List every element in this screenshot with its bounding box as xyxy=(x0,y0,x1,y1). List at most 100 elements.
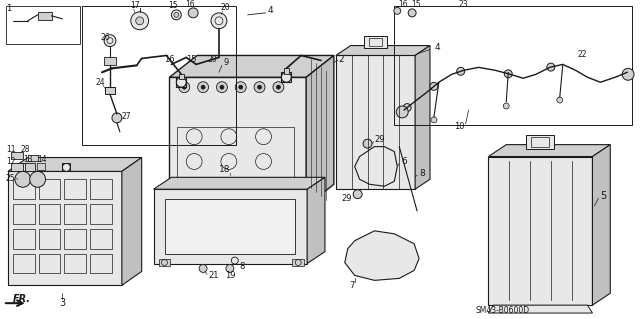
Text: 2: 2 xyxy=(339,55,344,64)
Text: 1: 1 xyxy=(6,4,11,13)
Bar xyxy=(105,87,115,94)
Circle shape xyxy=(216,82,227,93)
Text: 18: 18 xyxy=(219,165,230,174)
Bar xyxy=(166,199,295,254)
Circle shape xyxy=(239,85,243,89)
Text: 17: 17 xyxy=(130,1,140,11)
Circle shape xyxy=(15,171,31,187)
Text: 15: 15 xyxy=(168,1,178,11)
Circle shape xyxy=(282,72,291,82)
Circle shape xyxy=(403,104,411,112)
Text: 8: 8 xyxy=(419,169,425,178)
Bar xyxy=(65,229,86,249)
Polygon shape xyxy=(306,56,334,206)
Bar xyxy=(104,57,116,65)
Circle shape xyxy=(396,106,408,118)
Circle shape xyxy=(182,85,186,89)
Polygon shape xyxy=(170,56,334,77)
Bar xyxy=(63,163,70,171)
Circle shape xyxy=(457,67,465,75)
Circle shape xyxy=(211,13,227,29)
Circle shape xyxy=(557,97,563,103)
Circle shape xyxy=(430,82,438,90)
Bar xyxy=(531,137,549,147)
Text: 11: 11 xyxy=(6,145,15,154)
Bar xyxy=(90,254,112,273)
Bar xyxy=(90,204,112,224)
Polygon shape xyxy=(336,46,430,56)
Bar xyxy=(38,229,60,249)
Text: 6: 6 xyxy=(401,157,407,166)
Bar xyxy=(369,38,383,46)
Text: 29: 29 xyxy=(342,194,352,203)
Polygon shape xyxy=(307,177,325,263)
Text: 20: 20 xyxy=(207,55,217,64)
Circle shape xyxy=(254,82,265,93)
Circle shape xyxy=(174,12,179,17)
Bar xyxy=(13,204,35,224)
Bar xyxy=(13,229,35,249)
Bar xyxy=(526,135,554,149)
Circle shape xyxy=(236,82,246,93)
Circle shape xyxy=(504,70,512,78)
Text: 16: 16 xyxy=(398,0,408,10)
Text: 16: 16 xyxy=(164,55,175,64)
Circle shape xyxy=(547,63,555,71)
Polygon shape xyxy=(154,189,307,263)
Bar xyxy=(177,77,186,87)
Bar xyxy=(11,163,23,171)
Bar xyxy=(38,12,51,20)
Circle shape xyxy=(131,12,148,30)
Text: 24: 24 xyxy=(95,78,105,87)
Bar xyxy=(282,72,291,82)
Text: 16: 16 xyxy=(185,0,195,10)
Polygon shape xyxy=(415,46,430,189)
Polygon shape xyxy=(154,177,325,189)
Bar xyxy=(179,74,184,79)
Text: 19: 19 xyxy=(225,271,236,280)
Circle shape xyxy=(276,85,280,89)
Circle shape xyxy=(353,190,362,199)
Polygon shape xyxy=(593,145,611,305)
Circle shape xyxy=(172,10,181,20)
Circle shape xyxy=(622,68,634,80)
Bar xyxy=(65,179,86,199)
Text: 10: 10 xyxy=(454,122,464,131)
Bar xyxy=(25,163,35,171)
Circle shape xyxy=(199,264,207,272)
Bar xyxy=(364,36,387,48)
Circle shape xyxy=(20,163,28,171)
Bar xyxy=(38,179,60,199)
Bar xyxy=(65,204,86,224)
Circle shape xyxy=(363,139,372,148)
Bar xyxy=(159,259,170,266)
Polygon shape xyxy=(345,231,419,280)
Bar xyxy=(82,6,236,145)
Text: 4: 4 xyxy=(268,6,273,15)
Text: 7: 7 xyxy=(349,281,355,290)
Circle shape xyxy=(220,85,224,89)
Circle shape xyxy=(273,82,284,93)
Polygon shape xyxy=(8,171,122,285)
Circle shape xyxy=(177,77,186,87)
Text: 25: 25 xyxy=(6,174,15,183)
Circle shape xyxy=(394,7,401,14)
Bar xyxy=(20,163,28,171)
Bar xyxy=(36,163,45,170)
Circle shape xyxy=(198,82,209,93)
Circle shape xyxy=(112,113,122,123)
Circle shape xyxy=(188,8,198,18)
Polygon shape xyxy=(8,158,141,171)
Circle shape xyxy=(104,35,116,47)
Text: 14: 14 xyxy=(38,155,47,164)
Circle shape xyxy=(179,82,189,93)
Circle shape xyxy=(226,264,234,272)
Text: 20: 20 xyxy=(221,4,230,12)
Circle shape xyxy=(431,117,437,123)
Bar xyxy=(177,127,294,181)
Text: 22: 22 xyxy=(577,50,587,59)
Bar xyxy=(65,254,86,273)
Text: SM43-B0600D: SM43-B0600D xyxy=(476,306,530,315)
Polygon shape xyxy=(488,145,611,157)
Text: FR.: FR. xyxy=(13,294,31,304)
